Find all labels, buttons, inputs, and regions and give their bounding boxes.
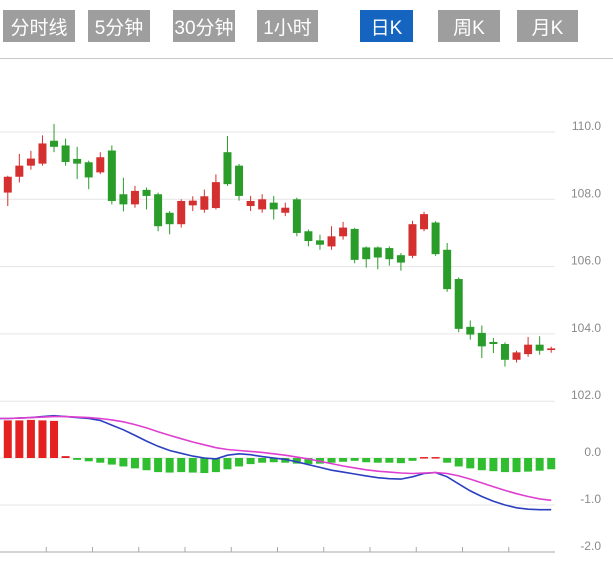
candles-layer xyxy=(3,123,556,367)
tab-30min[interactable]: 30分钟 xyxy=(173,10,235,42)
tab-monthly-k[interactable]: 月K xyxy=(517,10,578,42)
svg-text:104.0: 104.0 xyxy=(571,321,601,335)
svg-text:102.0: 102.0 xyxy=(571,388,601,402)
tab-5min[interactable]: 5分钟 xyxy=(88,10,150,42)
tab-daily-k[interactable]: 日K xyxy=(360,10,413,42)
svg-text:0.0: 0.0 xyxy=(584,445,601,459)
macd-histogram xyxy=(3,419,556,474)
svg-text:-2.0: -2.0 xyxy=(580,539,601,553)
price-axis-labels: 110.0 108.0 106.0 104.0 102.0 xyxy=(571,119,601,402)
svg-text:106.0: 106.0 xyxy=(571,254,601,268)
tab-1hour[interactable]: 1小时 xyxy=(257,10,318,42)
chart-canvas[interactable]: 110.0 108.0 106.0 104.0 102.0 0.0 -1.0 -2.0 xyxy=(0,58,613,558)
interval-tabbar: 分时线 5分钟 30分钟 1小时 日K 周K 月K xyxy=(0,10,613,42)
x-axis xyxy=(0,547,555,553)
svg-text:108.0: 108.0 xyxy=(571,186,601,200)
svg-text:-1.0: -1.0 xyxy=(580,492,601,506)
tab-timeline[interactable]: 分时线 xyxy=(3,10,75,42)
dea-line xyxy=(0,415,552,502)
macd-axis-labels: 0.0 -1.0 -2.0 xyxy=(580,445,601,553)
tab-weekly-k[interactable]: 周K xyxy=(438,10,500,42)
dif-line xyxy=(0,414,552,511)
svg-text:110.0: 110.0 xyxy=(572,119,601,133)
price-grid xyxy=(0,131,555,402)
